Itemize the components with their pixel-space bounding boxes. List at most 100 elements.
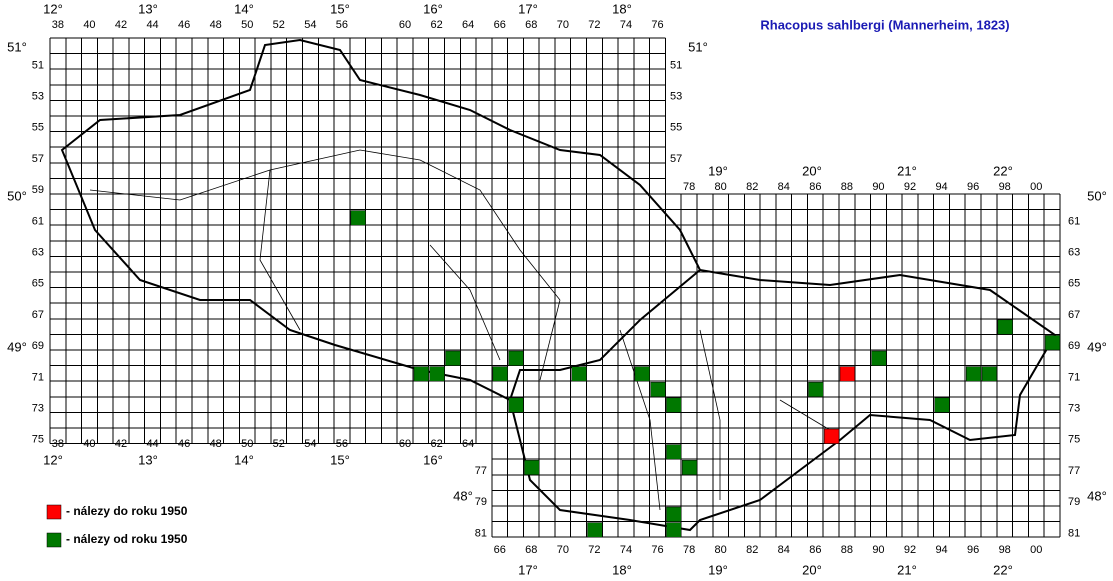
record-square	[524, 459, 540, 476]
column-label: 62	[430, 19, 442, 31]
degree-label: 48°	[453, 488, 473, 503]
column-label: 74	[620, 544, 632, 556]
record-square	[823, 428, 840, 444]
column-label: 66	[494, 19, 506, 31]
column-label: 38	[52, 438, 64, 450]
degree-label: 20°	[802, 163, 822, 178]
column-label: 86	[809, 181, 821, 193]
column-label: 72	[588, 544, 600, 556]
record-square	[681, 459, 698, 476]
column-label: 98	[999, 544, 1011, 556]
column-label: 52	[273, 19, 285, 31]
row-label: 57	[32, 153, 44, 165]
legend-label: - nálezy od roku 1950	[66, 532, 188, 546]
row-label: 67	[1068, 309, 1080, 321]
record-square	[571, 366, 587, 382]
degree-label: 22°	[993, 163, 1013, 178]
degree-label: 48°	[1087, 488, 1107, 503]
column-label: 40	[83, 438, 95, 450]
record-square	[445, 350, 461, 366]
column-label: 54	[304, 438, 316, 450]
column-label: 60	[399, 438, 411, 450]
column-label: 80	[715, 181, 727, 193]
degree-label: 13°	[138, 452, 158, 467]
column-label: 78	[683, 544, 695, 556]
column-label: 88	[841, 181, 853, 193]
column-label: 94	[935, 544, 947, 556]
border	[60, 38, 1057, 532]
column-label: 72	[588, 19, 600, 31]
record-square	[413, 366, 429, 382]
column-label: 00	[1030, 544, 1042, 556]
degree-label: 17°	[518, 1, 538, 16]
row-label: 71	[32, 371, 44, 383]
map-title: Rhacopus sahlbergi (Mannerheim, 1823)	[760, 17, 1009, 32]
column-label: 82	[746, 544, 758, 556]
column-label: 88	[841, 544, 853, 556]
degree-label: 15°	[330, 452, 350, 467]
column-label: 48	[210, 438, 222, 450]
degree-label: 51°	[688, 39, 708, 54]
column-label: 42	[115, 19, 127, 31]
record-square	[492, 366, 508, 382]
column-label: 40	[83, 19, 95, 31]
column-label: 84	[778, 181, 790, 193]
degree-label: 49°	[1087, 339, 1107, 354]
record-square	[839, 366, 856, 382]
column-label: 92	[904, 181, 916, 193]
column-label: 62	[430, 438, 442, 450]
column-label: 42	[115, 438, 127, 450]
degree-label: 14°	[234, 452, 254, 467]
degree-label: 18°	[612, 562, 632, 577]
column-label: 68	[525, 544, 537, 556]
column-label: 64	[462, 438, 474, 450]
degree-label: 12°	[43, 1, 63, 16]
record-square	[508, 397, 524, 413]
column-label: 92	[904, 544, 916, 556]
column-label: 44	[146, 19, 158, 31]
row-label: 53	[670, 91, 682, 103]
row-label: 53	[32, 91, 44, 103]
row-label: 81	[1068, 527, 1080, 539]
degree-label: 13°	[138, 1, 158, 16]
record-square	[650, 381, 666, 398]
row-label: 71	[1068, 371, 1080, 383]
row-label: 69	[32, 340, 44, 352]
degree-label: 22°	[993, 562, 1013, 577]
column-label: 76	[651, 19, 663, 31]
column-label: 98	[999, 181, 1011, 193]
column-label: 86	[809, 544, 821, 556]
record-square	[871, 350, 887, 366]
column-label: 80	[715, 544, 727, 556]
row-label: 63	[32, 247, 44, 259]
row-label: 81	[475, 527, 487, 539]
column-label: 56	[336, 19, 348, 31]
row-label: 65	[32, 278, 44, 290]
record-square	[934, 397, 950, 413]
column-label: 82	[746, 181, 758, 193]
column-label: 50	[241, 19, 253, 31]
row-label: 67	[32, 309, 44, 321]
record-square	[634, 366, 650, 382]
column-label: 90	[872, 181, 884, 193]
column-label: 96	[967, 544, 979, 556]
row-label: 69	[1068, 340, 1080, 352]
column-label: 68	[525, 19, 537, 31]
degree-label: 21°	[897, 163, 917, 178]
degree-label: 16°	[423, 452, 443, 467]
record-square	[508, 350, 524, 366]
column-label: 46	[178, 438, 190, 450]
row-label: 73	[32, 403, 44, 415]
record-square	[965, 366, 982, 382]
record-square	[997, 319, 1013, 335]
row-label: 61	[32, 215, 44, 227]
column-label: 66	[494, 544, 506, 556]
row-label: 55	[32, 122, 44, 134]
column-label: 54	[304, 19, 316, 31]
column-label: 90	[872, 544, 884, 556]
column-label: 96	[967, 181, 979, 193]
column-label: 52	[273, 438, 285, 450]
column-label: 70	[557, 544, 569, 556]
degree-label: 15°	[330, 1, 350, 16]
degree-label: 16°	[423, 1, 443, 16]
